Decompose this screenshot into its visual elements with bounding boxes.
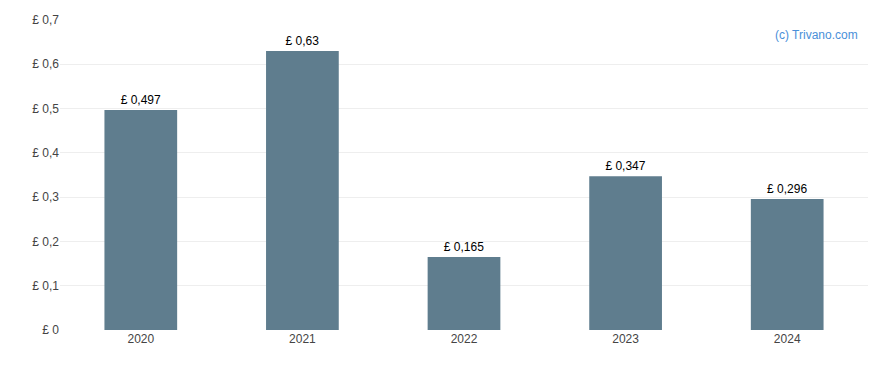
svg-text:£ 0,5: £ 0,5	[32, 102, 59, 116]
svg-text:2021: 2021	[289, 332, 316, 346]
svg-text:£ 0,63: £ 0,63	[286, 34, 320, 48]
svg-text:£ 0,1: £ 0,1	[32, 279, 59, 293]
svg-text:2024: 2024	[774, 332, 801, 346]
svg-text:£ 0,165: £ 0,165	[444, 240, 484, 254]
svg-text:(c) Trivano.com: (c) Trivano.com	[775, 28, 858, 42]
svg-text:2023: 2023	[612, 332, 639, 346]
svg-text:2020: 2020	[127, 332, 154, 346]
svg-text:£ 0,7: £ 0,7	[32, 13, 59, 27]
svg-text:£ 0,347: £ 0,347	[605, 159, 645, 173]
svg-text:£ 0,3: £ 0,3	[32, 190, 59, 204]
svg-text:2022: 2022	[451, 332, 478, 346]
svg-text:£ 0,6: £ 0,6	[32, 57, 59, 71]
svg-text:£ 0: £ 0	[42, 323, 59, 337]
svg-text:£ 0,497: £ 0,497	[121, 93, 161, 107]
svg-text:£ 0,4: £ 0,4	[32, 146, 59, 160]
svg-text:£ 0,296: £ 0,296	[767, 182, 807, 196]
svg-text:£ 0,2: £ 0,2	[32, 235, 59, 249]
